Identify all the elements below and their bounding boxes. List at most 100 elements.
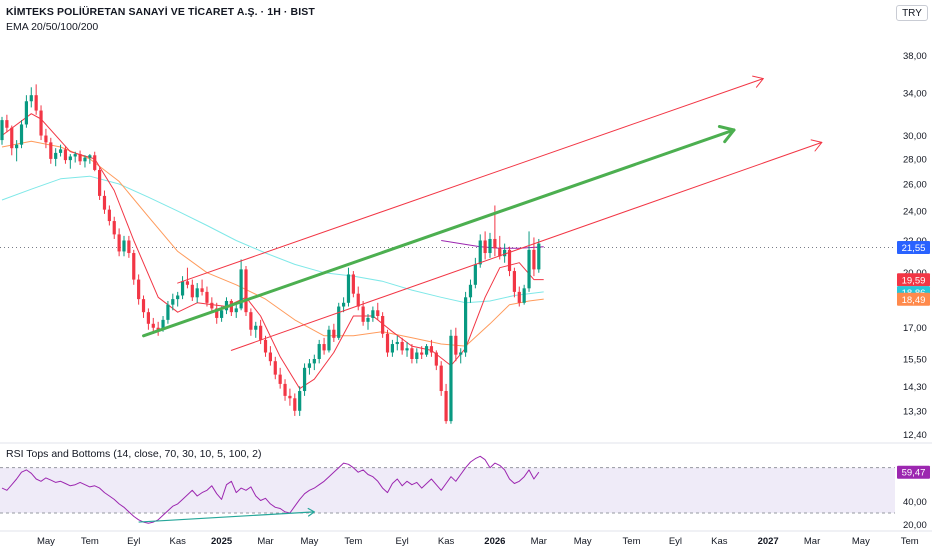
candle-body xyxy=(488,238,492,254)
candle-body xyxy=(107,209,111,222)
candle-body xyxy=(146,312,150,324)
price-tick-label: 15,50 xyxy=(903,354,927,365)
candle-body xyxy=(361,306,365,322)
price-tick-label: 38,00 xyxy=(903,51,927,62)
candle-body xyxy=(0,120,4,141)
lower-channel-arrowhead xyxy=(810,139,823,152)
trend-drawings xyxy=(142,75,823,351)
time-tick-label: Eyl xyxy=(127,536,140,547)
candle-body xyxy=(493,238,497,249)
candle-body xyxy=(88,155,92,158)
candle-body xyxy=(180,281,185,296)
grid xyxy=(0,246,932,532)
candle-body xyxy=(132,253,136,280)
time-tick-label: Tem xyxy=(901,536,919,547)
price-badge-label: 19,59 xyxy=(902,275,926,286)
candle-body xyxy=(171,299,175,305)
rsi-badge xyxy=(897,465,930,479)
axes: 38,0034,0030,0028,0026,0024,0022,0020,00… xyxy=(37,51,930,547)
candle-body xyxy=(410,348,414,359)
thick-trend-arrow-arrowhead xyxy=(717,125,736,144)
candle-body xyxy=(259,325,263,340)
candle-body xyxy=(93,155,97,170)
candle-body xyxy=(185,281,190,285)
candle-body xyxy=(210,302,214,309)
candle-body xyxy=(254,325,258,330)
rsi-title[interactable]: RSI Tops and Bottoms (14, close, 70, 30,… xyxy=(6,448,262,460)
candle-body xyxy=(239,269,243,309)
candle-body xyxy=(151,323,155,328)
currency-button[interactable]: TRY xyxy=(896,5,928,21)
candle-body xyxy=(376,310,380,316)
price-tick-label: 30,00 xyxy=(903,131,927,142)
candle-body xyxy=(537,243,541,270)
time-tick-label: Mar xyxy=(804,536,820,547)
candle-body xyxy=(29,95,33,102)
candle-body xyxy=(190,284,194,298)
candle-body xyxy=(34,95,38,111)
candle-body xyxy=(512,271,516,292)
candle-body xyxy=(415,352,419,359)
time-tick-label: Tem xyxy=(344,536,362,547)
time-tick-label: Kas xyxy=(438,536,455,547)
indicator-legend[interactable]: EMA 20/50/100/200 xyxy=(6,21,99,33)
rsi-badge-label: 59,47 xyxy=(902,468,926,479)
price-badge-label: 18,49 xyxy=(902,295,926,306)
candle-body xyxy=(15,144,19,149)
time-tick-label: May xyxy=(852,536,870,547)
candle-body xyxy=(49,142,53,159)
candle-body xyxy=(249,312,253,330)
time-tick-label: Kas xyxy=(711,536,728,547)
candle-body xyxy=(327,329,331,351)
time-tick-label: Eyl xyxy=(669,536,682,547)
candle-body xyxy=(522,288,526,303)
ema20-line xyxy=(1,113,544,390)
candle-body xyxy=(63,149,68,161)
candle-body xyxy=(127,240,131,254)
candle-body xyxy=(449,335,453,422)
ema100-line xyxy=(1,175,544,304)
rsi-divergence-arrowhead xyxy=(307,507,315,517)
candle-body xyxy=(390,344,394,353)
rsi-tick-label: 40,00 xyxy=(903,497,927,508)
candle-body xyxy=(322,344,326,351)
candle-body xyxy=(19,124,24,145)
candle-body xyxy=(205,291,209,303)
candle-body xyxy=(332,329,336,338)
candle-body xyxy=(278,374,282,384)
candle-body xyxy=(405,348,409,351)
candle-body xyxy=(220,310,224,318)
candle-body xyxy=(517,291,521,303)
candle-body xyxy=(366,317,370,322)
candle-body xyxy=(371,310,375,318)
time-tick-label: May xyxy=(574,536,592,547)
rsi-lines xyxy=(1,455,540,524)
candle-body xyxy=(98,169,102,196)
candle-body xyxy=(434,352,438,366)
candle-body xyxy=(39,110,43,136)
candle-body xyxy=(283,383,287,396)
candle-body xyxy=(234,308,238,313)
candle-body xyxy=(464,297,468,353)
price-tick-label: 28,00 xyxy=(903,154,927,165)
upper-channel-line xyxy=(177,78,764,284)
price-badge xyxy=(897,292,930,306)
candle-body xyxy=(385,333,390,353)
candle-body xyxy=(356,293,360,307)
price-tick-label: 24,00 xyxy=(903,207,927,218)
price-tick-label: 17,00 xyxy=(903,323,927,334)
candle-body xyxy=(141,299,146,313)
time-tick-label: Eyl xyxy=(396,536,409,547)
candle-body xyxy=(137,279,141,300)
candle-body xyxy=(342,302,346,307)
candle-body xyxy=(83,157,87,162)
candle-body xyxy=(24,101,28,125)
time-tick-label: Tem xyxy=(623,536,641,547)
candle-body xyxy=(346,274,351,303)
chart-title[interactable]: KİMTEKS POLİÜRETAN SANAYİ VE TİCARET A.Ş… xyxy=(6,6,315,18)
candle-body xyxy=(298,391,302,411)
candle-body xyxy=(293,398,297,411)
candle-body xyxy=(215,308,219,318)
rsi-band xyxy=(0,467,895,514)
